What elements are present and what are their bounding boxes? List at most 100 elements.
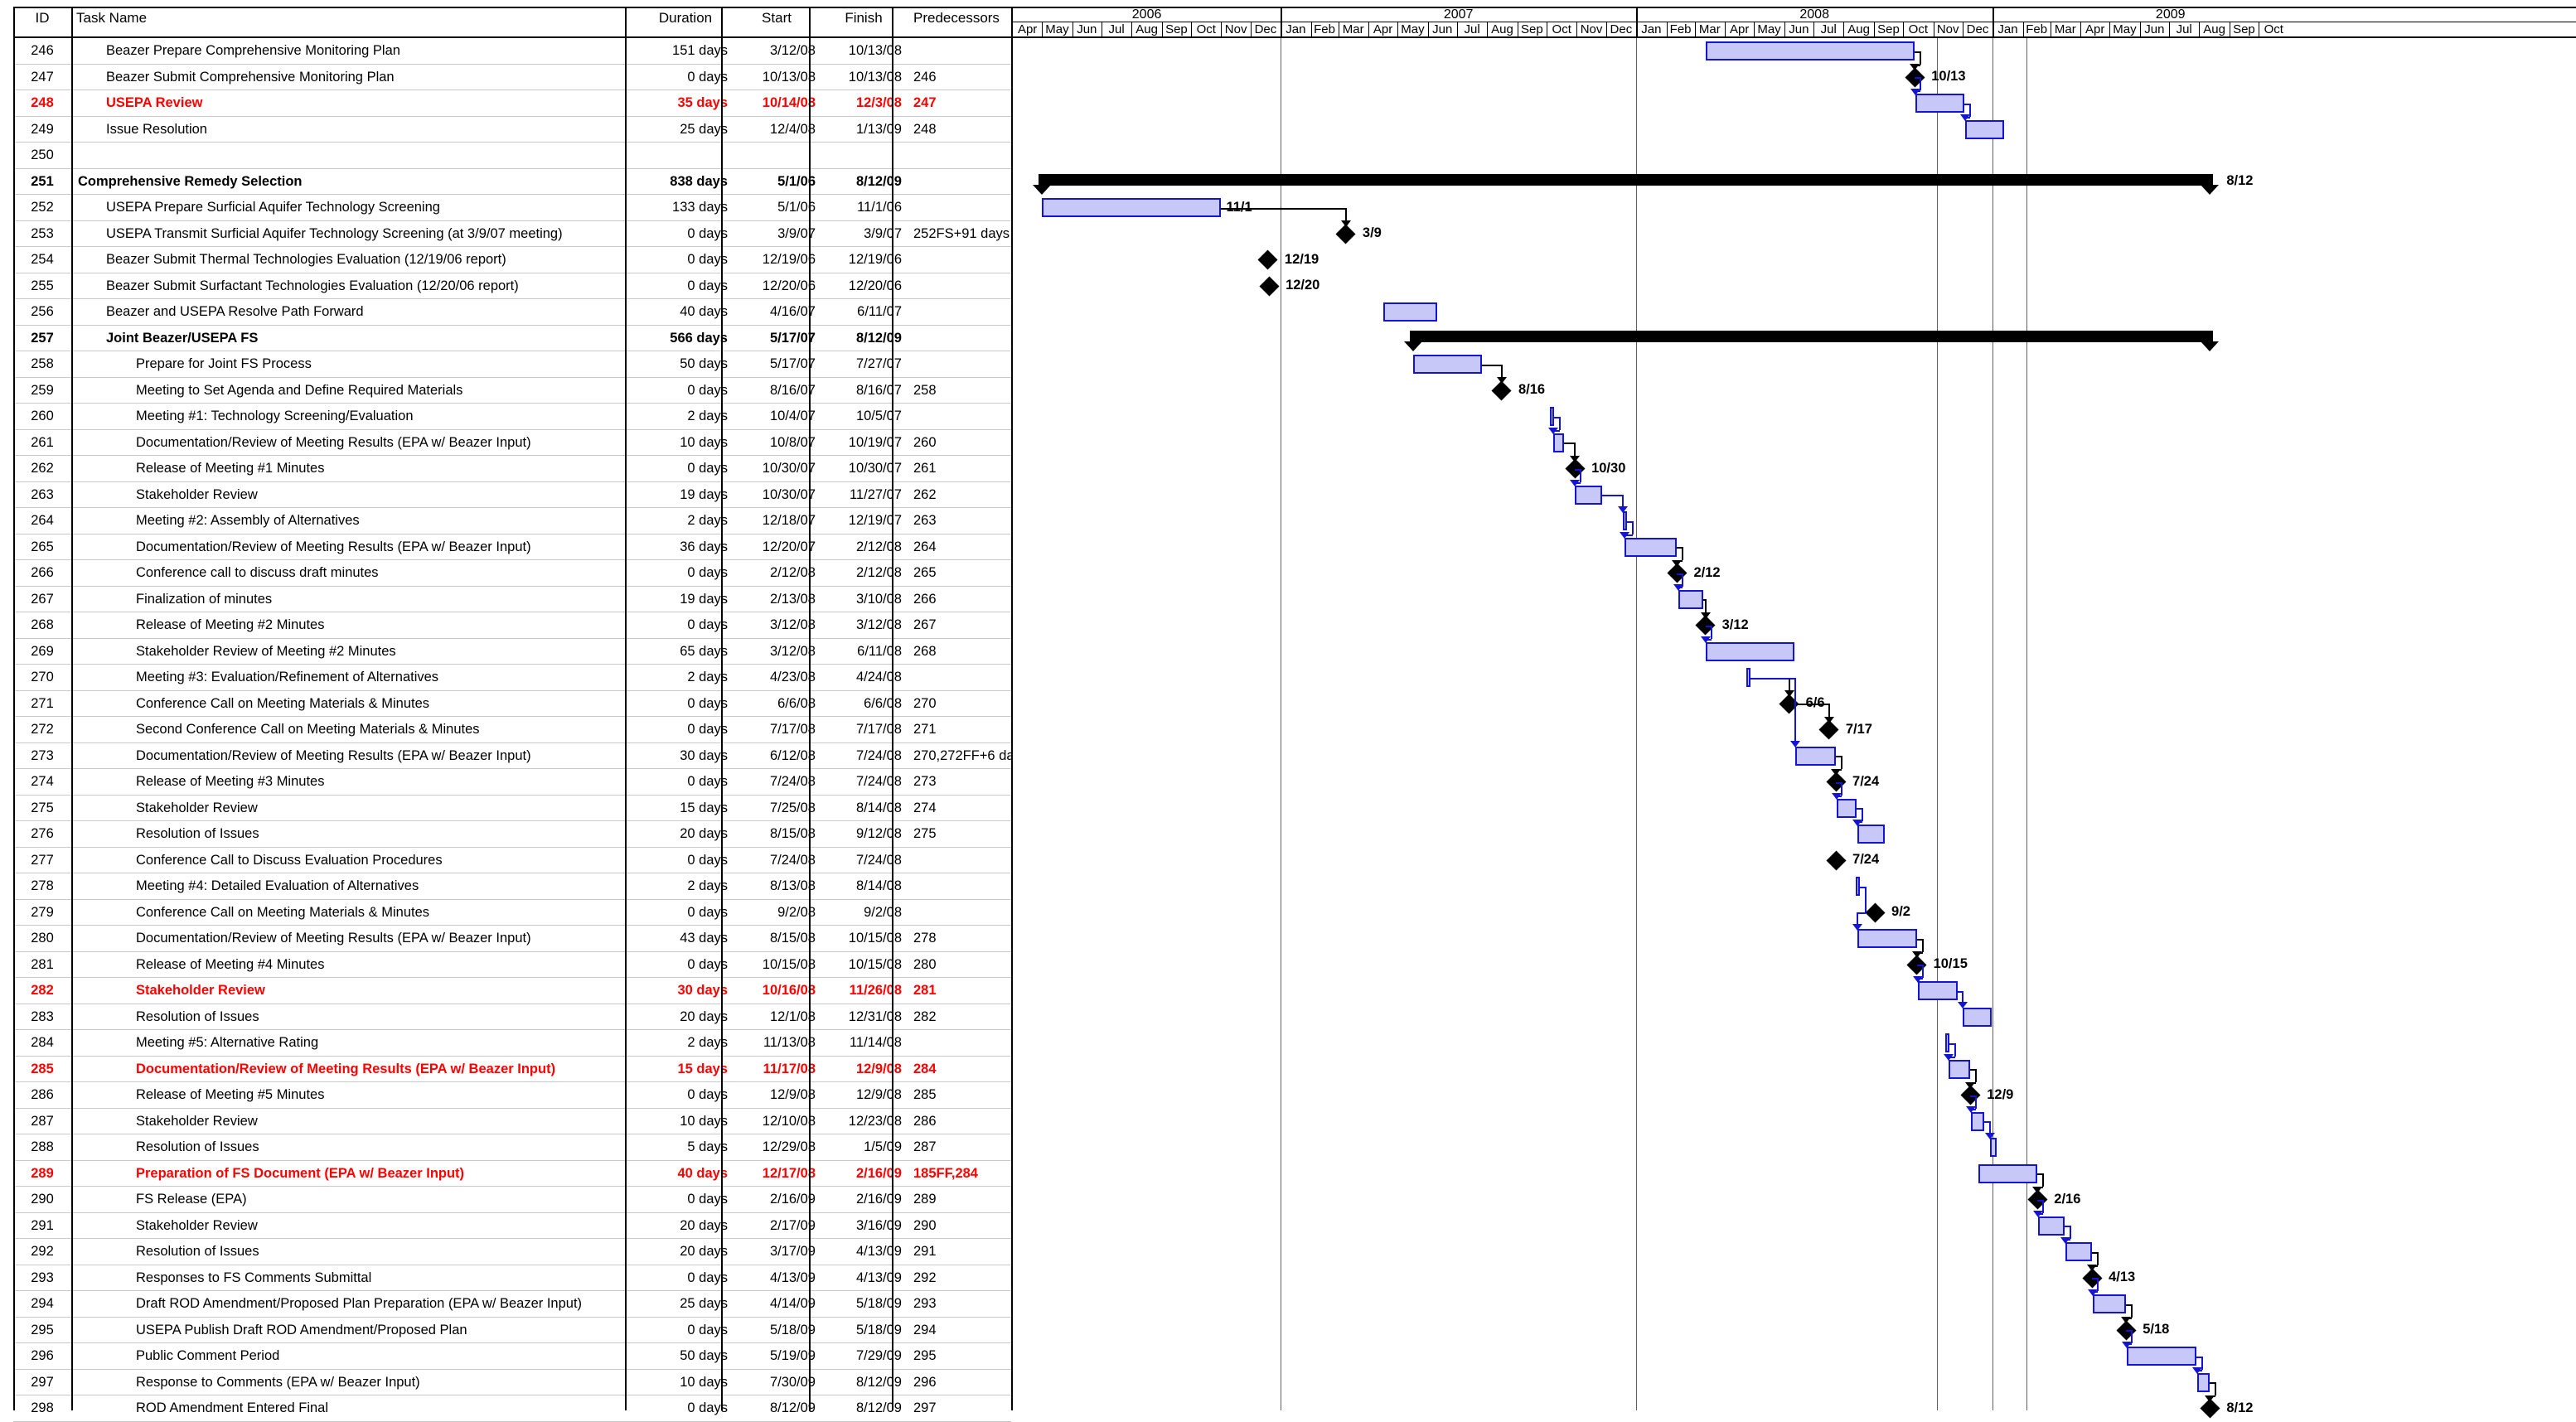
table-row[interactable]: 259 Meeting to Set Agenda and Define Requ… [13, 378, 1011, 404]
table-row[interactable]: 294 Draft ROD Amendment/Proposed Plan Pre… [13, 1291, 1011, 1318]
table-row[interactable]: 295 USEPA Publish Draft ROD Amendment/Pro… [13, 1318, 1011, 1343]
table-row[interactable]: 285 Documentation/Review of Meeting Resul… [13, 1057, 1011, 1082]
table-row[interactable]: 292 Resolution of Issues 20 days 3/17/09 4/1… [13, 1239, 1011, 1265]
task-bar[interactable] [1949, 1059, 1971, 1079]
table-row[interactable]: 270 Meeting #3: Evaluation/Refinement of … [13, 665, 1011, 691]
task-name: Documentation/Review of Meeting Results … [136, 434, 531, 450]
column-header-task-name[interactable]: Task Name [76, 10, 148, 26]
task-bar[interactable] [1989, 1138, 1997, 1158]
table-row[interactable]: 272 Second Conference Call on Meeting Mat… [13, 717, 1011, 743]
column-header-id[interactable]: ID [35, 10, 50, 26]
summary-bar[interactable] [1039, 174, 2214, 186]
table-row[interactable]: 247 Beazer Submit Comprehensive Monitorin… [13, 65, 1011, 90]
milestone-diamond[interactable] [1257, 249, 1278, 270]
table-row[interactable]: 279 Conference Call on Meeting Materials … [13, 900, 1011, 926]
table-row[interactable]: 286 Release of Meeting #5 Minutes 0 days 12… [13, 1082, 1011, 1109]
task-duration: 0 days [687, 1192, 728, 1207]
table-row[interactable]: 246 Beazer Prepare Comprehensive Monitori… [13, 38, 1011, 65]
milestone-diamond[interactable] [1865, 902, 1886, 923]
task-name: Comprehensive Remedy Selection [78, 173, 303, 189]
task-bar[interactable] [1837, 798, 1857, 818]
table-row[interactable]: 255 Beazer Submit Surfactant Technologies… [13, 273, 1011, 299]
task-bar[interactable] [1746, 668, 1750, 688]
task-bar[interactable] [1678, 589, 1704, 609]
task-bar[interactable] [1944, 1033, 1949, 1053]
table-row[interactable]: 248 USEPA Review 35 days 10/14/08 12/3/08 247 [13, 90, 1011, 117]
task-bar[interactable] [1625, 537, 1678, 557]
table-row[interactable]: 262 Release of Meeting #1 Minutes 0 days 10… [13, 456, 1011, 482]
column-header-predecessors[interactable]: Predecessors [913, 10, 1000, 26]
task-bar[interactable] [1382, 302, 1438, 322]
task-bar[interactable] [1413, 355, 1483, 375]
table-row[interactable]: 277 Conference Call to Discuss Evaluation… [13, 848, 1011, 873]
milestone-diamond[interactable] [1259, 276, 1280, 297]
table-row[interactable]: 287 Stakeholder Review 10 days 12/10/08 12/2… [13, 1109, 1011, 1134]
table-row[interactable]: 260 Meeting #1: Technology Screening/Eval… [13, 404, 1011, 430]
task-bar[interactable] [1915, 94, 1965, 114]
table-row[interactable]: 253 USEPA Transmit Surficial Aquifer Tech… [13, 221, 1011, 247]
task-bar[interactable] [2093, 1294, 2127, 1314]
task-bar[interactable] [1978, 1163, 2038, 1183]
table-row[interactable]: 275 Stakeholder Review 15 days 7/25/08 8/14/… [13, 796, 1011, 821]
table-row[interactable]: 266 Conference call to discuss draft minu… [13, 560, 1011, 587]
task-bar[interactable] [1705, 641, 1794, 661]
task-bar[interactable] [1575, 485, 1602, 505]
table-row[interactable]: 249 Issue Resolution 25 days 12/4/08 1/13/09… [13, 117, 1011, 143]
task-bar[interactable] [1794, 746, 1837, 766]
dependency-link [2201, 1356, 2203, 1370]
table-row[interactable]: 254 Beazer Submit Thermal Technologies Ev… [13, 247, 1011, 273]
table-row[interactable]: 261 Documentation/Review of Meeting Resul… [13, 430, 1011, 456]
task-bar[interactable] [1962, 1007, 1993, 1027]
task-bar[interactable] [1549, 407, 1554, 427]
table-row[interactable]: 281 Release of Meeting #4 Minutes 0 days 10… [13, 952, 1011, 978]
task-bar[interactable] [1857, 825, 1885, 844]
table-row[interactable]: 257 Joint Beazer/USEPA FS 566 days 5/17/07 8… [13, 326, 1011, 351]
column-header-duration[interactable]: Duration [658, 10, 713, 26]
task-bar[interactable] [2197, 1372, 2210, 1392]
table-row[interactable]: 267 Finalization of minutes 19 days 2/13/08… [13, 587, 1011, 612]
task-bar[interactable] [1965, 119, 2005, 139]
table-row[interactable]: 290 FS Release (EPA) 0 days 2/16/09 2/16/09 2… [13, 1187, 1011, 1213]
task-duration: 0 days [687, 69, 728, 85]
column-header-start[interactable]: Start [762, 10, 792, 26]
task-bar[interactable] [1042, 198, 1222, 218]
table-row[interactable]: 291 Stakeholder Review 20 days 2/17/09 3/16/… [13, 1213, 1011, 1239]
task-bar[interactable] [1705, 41, 1915, 61]
table-row[interactable]: 293 Responses to FS Comments Submittal 0 d… [13, 1265, 1011, 1291]
table-row[interactable]: 268 Release of Meeting #2 Minutes 0 days 3/… [13, 612, 1011, 639]
table-row[interactable]: 250 [13, 143, 1011, 169]
table-row[interactable]: 289 Preparation of FS Document (EPA w/ Be… [13, 1161, 1011, 1187]
table-row[interactable]: 273 Documentation/Review of Meeting Resul… [13, 743, 1011, 769]
table-row[interactable]: 288 Resolution of Issues 5 days 12/29/08 1/5… [13, 1134, 1011, 1161]
table-row[interactable]: 297 Response to Comments (EPA w/ Beazer I… [13, 1370, 1011, 1395]
table-row[interactable]: 264 Meeting #2: Assembly of Alternatives 2… [13, 508, 1011, 534]
table-row[interactable]: 284 Meeting #5: Alternative Rating 2 days 1… [13, 1030, 1011, 1057]
table-row[interactable]: 258 Prepare for Joint FS Process 50 days 5/… [13, 351, 1011, 378]
table-row[interactable]: 265 Documentation/Review of Meeting Resul… [13, 534, 1011, 560]
table-row[interactable]: 274 Release of Meeting #3 Minutes 0 days 7/… [13, 769, 1011, 796]
table-row[interactable]: 263 Stakeholder Review 19 days 10/30/07 11/2… [13, 482, 1011, 508]
task-bar[interactable] [1553, 433, 1565, 452]
task-bar[interactable] [1917, 981, 1958, 1001]
task-bar[interactable] [1857, 929, 1917, 949]
column-header-finish[interactable]: Finish [845, 10, 883, 26]
task-bar[interactable] [1855, 877, 1860, 897]
task-bar[interactable] [2127, 1347, 2196, 1366]
table-row[interactable]: 256 Beazer and USEPA Resolve Path Forward… [13, 299, 1011, 326]
table-row[interactable]: 252 USEPA Prepare Surficial Aquifer Techn… [13, 195, 1011, 221]
milestone-diamond[interactable] [1826, 850, 1847, 871]
table-row[interactable]: 298 ROD Amendment Entered Final 0 days 8/12… [13, 1395, 1011, 1422]
table-row[interactable]: 296 Public Comment Period 50 days 5/19/09 7/… [13, 1343, 1011, 1370]
task-bar[interactable] [2038, 1216, 2065, 1236]
table-row[interactable]: 278 Meeting #4: Detailed Evaluation of Al… [13, 873, 1011, 900]
table-row[interactable]: 276 Resolution of Issues 20 days 8/15/08 9/1… [13, 821, 1011, 848]
task-bar[interactable] [1971, 1111, 1984, 1131]
task-bar[interactable] [2065, 1242, 2093, 1262]
table-row[interactable]: 269 Stakeholder Review of Meeting #2 Minu… [13, 639, 1011, 665]
summary-bar[interactable] [1410, 331, 2214, 343]
table-row[interactable]: 251 Comprehensive Remedy Selection 838 day… [13, 169, 1011, 195]
table-row[interactable]: 280 Documentation/Review of Meeting Resul… [13, 926, 1011, 952]
table-row[interactable]: 271 Conference Call on Meeting Materials … [13, 691, 1011, 717]
table-row[interactable]: 282 Stakeholder Review 30 days 10/16/08 11/2… [13, 978, 1011, 1004]
table-row[interactable]: 283 Resolution of Issues 20 days 12/1/08 12/… [13, 1004, 1011, 1030]
